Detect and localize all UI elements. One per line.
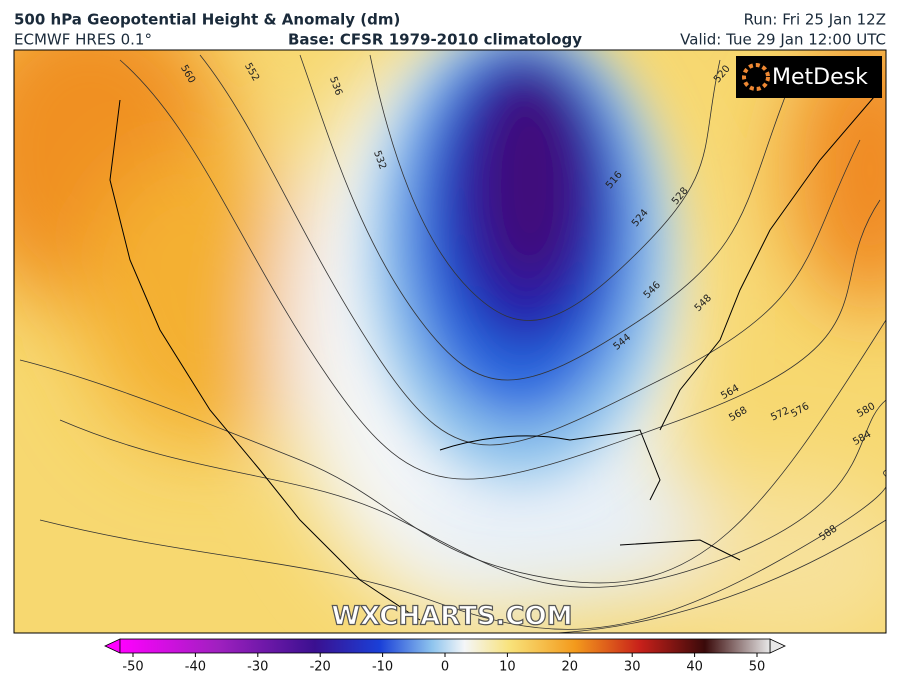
contours bbox=[19, 54, 886, 633]
logo-box bbox=[736, 56, 882, 98]
watermark: WXCHARTS.COM bbox=[331, 602, 572, 632]
colorbar-tick-label: 0 bbox=[441, 660, 449, 675]
colorbar-tick-label: -50 bbox=[122, 660, 143, 675]
colorbar-low-arrow bbox=[104, 638, 121, 654]
colorbar-tick-label: -40 bbox=[185, 660, 206, 675]
colorbar-tick-label: 20 bbox=[562, 660, 579, 675]
model: ECMWF HRES 0.1° bbox=[14, 31, 152, 49]
title: 500 hPa Geopotential Height & Anomaly (d… bbox=[14, 11, 400, 29]
colorbar-tick-label: -10 bbox=[372, 660, 393, 675]
colorbar bbox=[119, 638, 771, 654]
colorbar-tick-label: 30 bbox=[624, 660, 641, 675]
run: Run: Fri 25 Jan 12Z bbox=[744, 11, 886, 29]
colorbar-tick-label: 40 bbox=[686, 660, 703, 675]
map bbox=[14, 50, 886, 633]
colorbar-high-arrow bbox=[769, 638, 786, 654]
map-frame bbox=[13, 49, 887, 634]
logo: MetDesk bbox=[772, 65, 868, 90]
colorbar-tick-label: 50 bbox=[749, 660, 766, 675]
colorbar-tick-label: -20 bbox=[310, 660, 331, 675]
colorbar-tick-label: 10 bbox=[499, 660, 516, 675]
valid: Valid: Tue 29 Jan 12:00 UTC bbox=[680, 31, 886, 49]
base: Base: CFSR 1979-2010 climatology bbox=[288, 31, 582, 49]
logo-icon bbox=[742, 63, 770, 91]
colorbar-tick-label: -30 bbox=[247, 660, 268, 675]
coastlines bbox=[109, 89, 881, 621]
